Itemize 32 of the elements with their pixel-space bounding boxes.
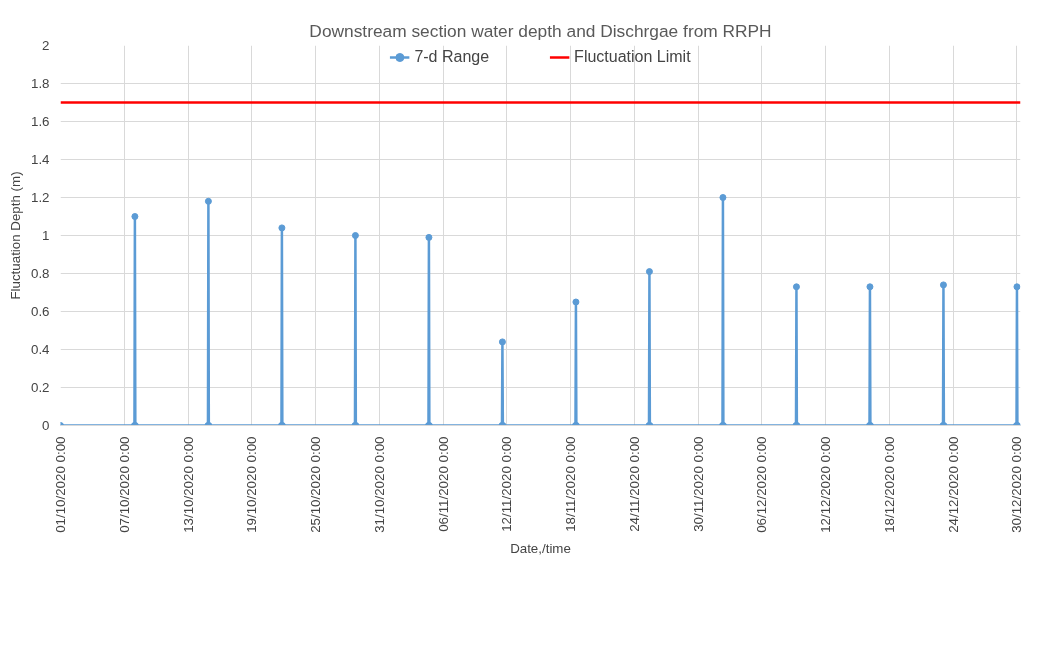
- x-tick-label: 31/10/2020 0:00: [371, 436, 387, 533]
- x-tick-label: 18/12/2020 0:00: [881, 436, 897, 533]
- x-tick-label: 18/11/2020 0:00: [563, 436, 579, 532]
- y-axis-title: Fluctuation Depth (m): [7, 171, 23, 300]
- y-tick-label: 1.2: [30, 190, 50, 205]
- x-tick-label: 13/10/2020 0:00: [180, 436, 196, 533]
- y-tick-label: 1.6: [30, 114, 50, 129]
- x-tick-label: 06/11/2020 0:00: [435, 436, 451, 532]
- x-tick-label: 07/10/2020 0:00: [116, 436, 132, 533]
- x-tick-label: 24/12/2020 0:00: [945, 436, 961, 533]
- y-tick-label: 1.4: [30, 152, 51, 167]
- x-tick-label: 12/11/2020 0:00: [499, 436, 515, 532]
- x-tick-label: 06/12/2020 0:00: [754, 436, 770, 533]
- chart-title: Downstream section water depth and Dischrgae from RRPH: [309, 20, 772, 41]
- x-axis-title: Date,/time: [510, 540, 571, 556]
- y-tick-label: 1.8: [30, 76, 50, 91]
- y-tick-label: 0.2: [30, 380, 50, 395]
- y-tick-label: 0.4: [30, 342, 51, 357]
- y-tick-label: 0.6: [30, 304, 50, 319]
- x-tick-label: 12/12/2020 0:00: [818, 436, 834, 533]
- legend-label: 7-d Range: [414, 48, 490, 66]
- x-tick-label: 30/12/2020 0:00: [1009, 436, 1025, 533]
- x-tick-label: 01/10/2020 0:00: [53, 436, 68, 533]
- y-tick-label: 0.8: [30, 266, 50, 281]
- x-tick-label: 19/10/2020 0:00: [244, 436, 260, 533]
- y-tick-label: 0: [42, 418, 50, 433]
- x-tick-label: 24/11/2020 0:00: [626, 436, 642, 532]
- legend-label: Fluctuation Limit: [574, 48, 691, 66]
- y-tick-label: 1: [42, 228, 50, 243]
- x-tick-label: 25/10/2020 0:00: [308, 436, 324, 533]
- x-tick-label: 30/11/2020 0:00: [690, 436, 706, 532]
- y-tick-label: 2: [42, 38, 50, 53]
